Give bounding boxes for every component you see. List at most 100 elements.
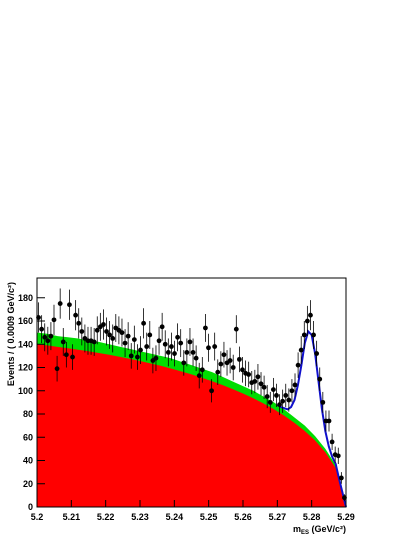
- data-point: [267, 399, 273, 405]
- data-point: [209, 388, 214, 394]
- x-label-rest: (GeV/c²): [309, 524, 346, 534]
- data-point: [320, 399, 326, 405]
- data-point: [308, 312, 313, 318]
- data-point: [128, 353, 134, 359]
- data-point: [147, 332, 153, 338]
- data-point: [122, 340, 128, 346]
- data-point: [283, 393, 289, 398]
- data-point: [199, 367, 205, 373]
- data-point: [104, 329, 109, 334]
- data-point: [184, 349, 190, 355]
- x-tick-label: 5.26: [234, 512, 252, 522]
- data-point: [326, 418, 332, 424]
- data-point: [289, 388, 295, 394]
- data-point: [107, 332, 113, 338]
- data-point: [175, 334, 180, 340]
- data-point: [252, 379, 258, 384]
- data-point: [292, 382, 298, 388]
- data-point: [301, 332, 307, 338]
- data-point: [203, 325, 208, 331]
- data-point: [218, 361, 224, 367]
- data-point: [60, 339, 66, 345]
- data-point: [196, 373, 202, 379]
- y-axis-label: Events / ( 0.0009 GeV/c²): [6, 282, 16, 386]
- x-tick-label: 5.28: [303, 512, 321, 522]
- data-point: [329, 439, 335, 445]
- data-point: [76, 320, 82, 326]
- data-point: [79, 329, 85, 334]
- data-point: [119, 330, 125, 336]
- data-point: [110, 336, 116, 341]
- data-point: [258, 381, 264, 387]
- data-point: [165, 349, 171, 355]
- data-point: [236, 356, 242, 362]
- data-point: [172, 351, 177, 356]
- y-tick-label: 60: [23, 432, 33, 442]
- data-point: [54, 366, 60, 372]
- data-point: [246, 372, 252, 377]
- data-point: [338, 475, 344, 481]
- data-point: [274, 393, 279, 398]
- x-label-sub: ES: [301, 530, 309, 536]
- y-tick-label: 120: [18, 363, 33, 373]
- data-point: [67, 302, 72, 308]
- data-point: [144, 344, 150, 349]
- data-point: [190, 349, 196, 355]
- x-label-main: m: [293, 524, 301, 534]
- y-tick-label: 0: [28, 502, 33, 512]
- data-point: [45, 338, 51, 344]
- x-tick-label: 5.27: [269, 512, 287, 522]
- data-point: [94, 327, 100, 333]
- data-point: [91, 339, 97, 345]
- y-tick-label: 100: [18, 386, 33, 396]
- data-point: [125, 333, 131, 339]
- data-point: [73, 312, 79, 318]
- data-point: [131, 337, 137, 343]
- data-point: [162, 341, 168, 347]
- data-point: [181, 360, 187, 366]
- data-point: [178, 340, 184, 346]
- x-tick-label: 5.22: [97, 512, 115, 522]
- data-point: [280, 398, 286, 404]
- data-point: [57, 301, 63, 306]
- data-point: [187, 339, 193, 345]
- data-point: [233, 326, 239, 332]
- data-point: [304, 318, 310, 324]
- data-point: [221, 352, 227, 358]
- data-point: [48, 333, 54, 339]
- data-point: [101, 322, 106, 327]
- x-tick-label: 5.2: [31, 512, 44, 522]
- plot-area: [36, 288, 347, 508]
- data-point: [277, 402, 282, 408]
- data-point: [63, 352, 69, 358]
- y-tick-label: 20: [23, 479, 33, 489]
- x-axis-label: mES (GeV/c²): [293, 524, 346, 536]
- y-tick-label: 140: [18, 339, 33, 349]
- data-point: [215, 369, 221, 375]
- data-point: [39, 326, 45, 332]
- frame: [36, 277, 347, 508]
- data-point: [255, 374, 261, 380]
- data-point: [286, 397, 292, 403]
- x-tick-label: 5.25: [200, 512, 218, 522]
- data-point: [317, 376, 323, 382]
- data-point: [335, 453, 341, 459]
- data-point: [70, 354, 75, 360]
- y-tick-label: 40: [23, 456, 33, 466]
- data-point: [51, 317, 57, 323]
- y-tick-label: 160: [18, 316, 33, 326]
- data-point: [261, 384, 267, 390]
- data-point: [227, 358, 233, 363]
- x-tick-label: 5.21: [63, 512, 81, 522]
- data-point: [156, 338, 162, 344]
- data-point: [298, 347, 304, 353]
- y-tick-label: 80: [23, 409, 33, 419]
- data-point: [169, 344, 174, 349]
- data-point: [193, 355, 199, 361]
- data-point: [270, 387, 276, 392]
- data-point: [314, 351, 320, 356]
- data-point: [135, 354, 140, 360]
- x-tick-label: 5.29: [337, 512, 355, 522]
